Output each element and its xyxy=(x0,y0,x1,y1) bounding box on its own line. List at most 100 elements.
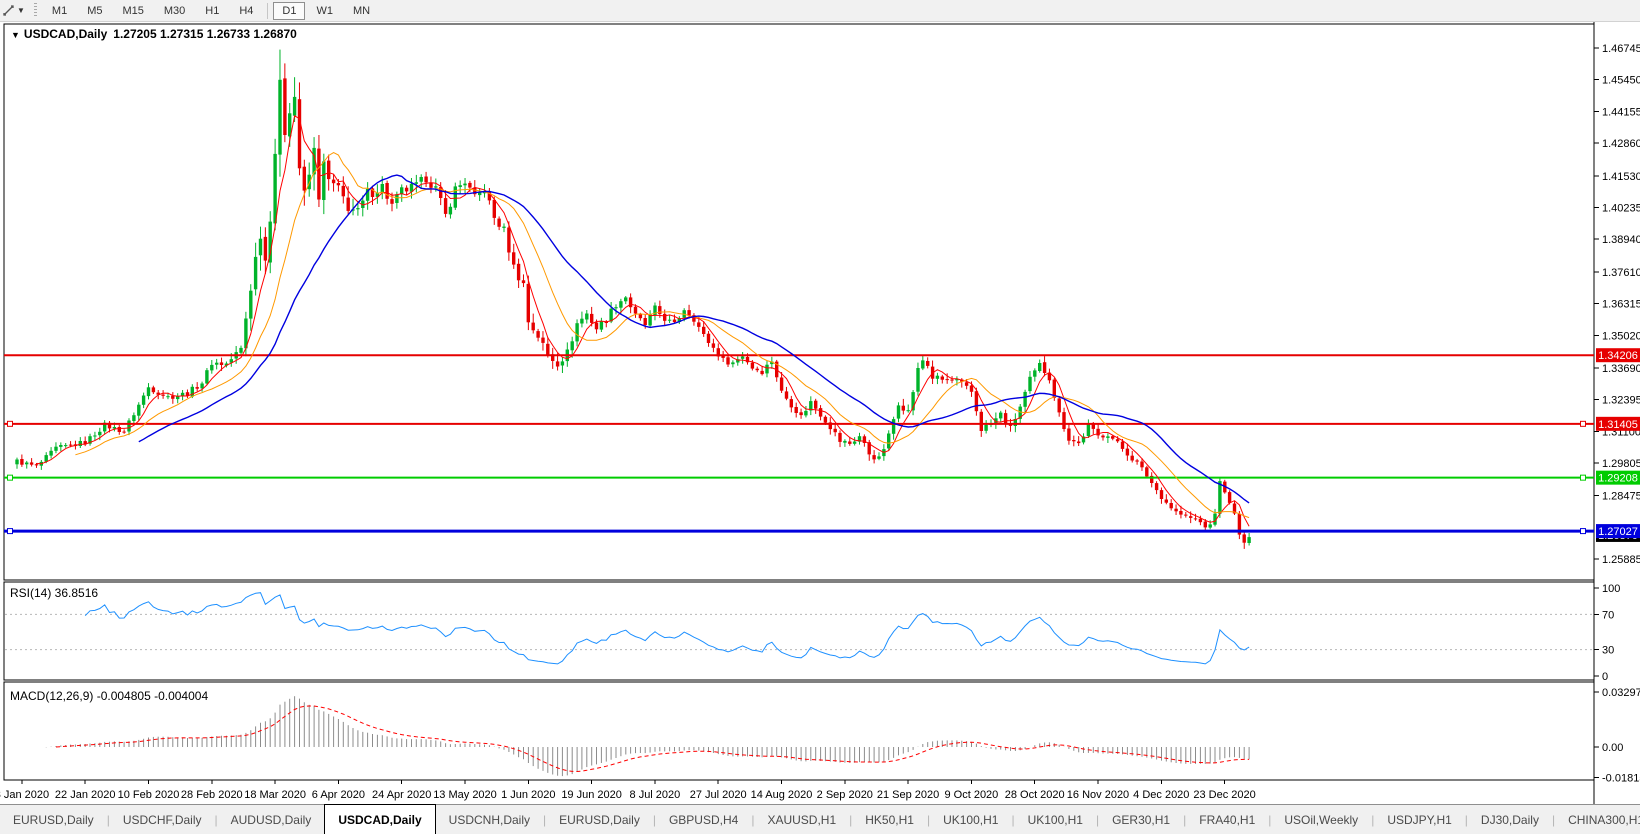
chart-tab-eurusd-daily[interactable]: EURUSD,Daily xyxy=(13,812,94,827)
cursor-tool-icon[interactable] xyxy=(0,3,16,19)
chart-tab-usoil-weekly[interactable]: USOil,Weekly xyxy=(1284,812,1359,827)
candle-body xyxy=(98,431,102,436)
candle-body xyxy=(1184,514,1188,516)
timeframe-button-m15[interactable]: M15 xyxy=(122,4,144,17)
candle-body xyxy=(439,187,443,198)
chart-tab-gbpusd-h4[interactable]: GBPUSD,H4 xyxy=(668,812,739,827)
chart-tab-china300-h1[interactable]: CHINA300,H1 xyxy=(1568,812,1640,827)
timeframe-button-m1[interactable]: M1 xyxy=(51,4,68,17)
line-handle[interactable] xyxy=(1580,528,1586,535)
candle-body xyxy=(434,186,438,188)
candle-body xyxy=(526,283,530,323)
candle-body xyxy=(1003,413,1008,424)
chart-tab-ger30-h1[interactable]: GER30,H1 xyxy=(1112,812,1171,827)
candle-body xyxy=(609,308,613,322)
line-handle[interactable] xyxy=(7,528,13,535)
timeframe-button-h4[interactable]: H4 xyxy=(239,4,254,17)
line-handle[interactable] xyxy=(1580,420,1586,427)
chart-tabs: EURUSD,Daily | USDCHF,Daily | AUDUSD,Daily US… xyxy=(0,804,1640,834)
timeframes-toolbar: ▼ M1 M5 M15 M30 H1 H4 D1 W1 MN xyxy=(0,0,1640,22)
candle-body xyxy=(779,377,784,391)
candle-body xyxy=(1140,461,1144,468)
candle-body xyxy=(507,227,511,253)
timeframe-button-d1[interactable]: D1 xyxy=(273,1,306,20)
candle-body xyxy=(429,182,433,188)
chart-tab-usdcad-daily[interactable]: USDCAD,Daily xyxy=(324,804,436,834)
candle-body xyxy=(560,361,565,366)
line-handle[interactable] xyxy=(7,420,13,427)
candle-body xyxy=(784,391,789,399)
chart-tab-eurusd-daily[interactable]: EURUSD,Daily xyxy=(559,812,640,827)
candle-body xyxy=(1242,534,1246,543)
chart-symbol-label: USDCAD,Daily xyxy=(23,27,108,41)
chart-tab-hk50-h1[interactable]: HK50,H1 xyxy=(865,812,914,827)
candle-body xyxy=(249,290,253,319)
chart-tab-xauusd-h1[interactable]: XAUUSD,H1 xyxy=(767,812,837,827)
timeframe-button-h1[interactable]: H1 xyxy=(205,4,220,17)
candle-body xyxy=(1218,481,1222,514)
price-tick-label: 1.40235 xyxy=(1602,202,1640,214)
line-handle[interactable] xyxy=(1580,474,1586,481)
chart-tab-uk100-h1[interactable]: UK100,H1 xyxy=(1027,812,1083,827)
line-handle[interactable] xyxy=(7,474,13,481)
chart-tab-usdchf-daily[interactable]: USDCHF,Daily xyxy=(122,812,202,827)
rsi-tick-label: 100 xyxy=(1602,583,1620,595)
price-level-badge xyxy=(1596,416,1640,431)
candle-body xyxy=(614,307,618,309)
chart-tab-usdcnh-daily[interactable]: USDCNH,Daily xyxy=(448,812,531,827)
date-label: 8 Jul 2020 xyxy=(630,789,681,801)
candle-body xyxy=(365,188,370,201)
chart-tab-uk100-h1[interactable]: UK100,H1 xyxy=(943,812,999,827)
candle-body xyxy=(166,396,170,398)
candle-body xyxy=(1193,518,1198,520)
candle-body xyxy=(926,361,930,366)
candle-body xyxy=(765,364,769,374)
chart-tab-audusd-daily[interactable]: AUDUSD,Daily xyxy=(230,812,312,827)
candle-body xyxy=(750,362,755,369)
candle-body xyxy=(1154,483,1159,491)
date-label: 1 Jun 2020 xyxy=(501,789,555,801)
rsi-panel xyxy=(3,581,1595,681)
timeframe-button-w1[interactable]: W1 xyxy=(316,4,333,17)
candle-body xyxy=(906,410,910,412)
toolbar-grip[interactable] xyxy=(33,3,37,18)
timeframe-button-m30[interactable]: M30 xyxy=(163,4,186,17)
candle-body xyxy=(789,399,793,408)
candle-body xyxy=(857,436,862,442)
candle-body xyxy=(1067,428,1071,441)
candle-body xyxy=(370,188,375,197)
candle-body xyxy=(263,236,268,261)
timeframe-button-m5[interactable]: M5 xyxy=(87,4,103,17)
tab-separator: | xyxy=(1268,812,1272,827)
candle-body xyxy=(546,343,550,355)
candle-body xyxy=(195,387,199,389)
candle-body xyxy=(502,226,506,228)
candle-body xyxy=(692,315,696,322)
rsi-tick-label: 70 xyxy=(1602,609,1614,621)
candle-body xyxy=(541,337,545,343)
toolbar-dropdown-caret[interactable]: ▼ xyxy=(17,6,25,15)
date-label: 9 Oct 2020 xyxy=(944,789,998,801)
candle-body xyxy=(794,407,798,413)
chart-tab-usdjpy-h1[interactable]: USDJPY,H1 xyxy=(1387,812,1452,827)
date-label: 24 Apr 2020 xyxy=(372,789,431,801)
price-tick-label: 1.38940 xyxy=(1602,234,1640,246)
timeframe-button-mn[interactable]: MN xyxy=(352,4,371,17)
candle-body xyxy=(1101,435,1105,438)
candle-body xyxy=(969,385,974,392)
candle-body xyxy=(770,361,774,365)
date-label: 13 May 2020 xyxy=(433,789,497,801)
chart-tab-dj30-daily[interactable]: DJ30,Daily xyxy=(1480,812,1539,827)
chart-tab-fra40-h1[interactable]: FRA40,H1 xyxy=(1199,812,1256,827)
candle-body xyxy=(1159,490,1164,499)
candle-body xyxy=(361,200,365,208)
tab-separator: | xyxy=(106,812,110,827)
candle-body xyxy=(955,379,959,381)
candle-body xyxy=(848,441,852,444)
symbol-dropdown-caret[interactable]: ▼ xyxy=(11,30,20,40)
moving-average-26 xyxy=(138,174,1250,504)
candle-body xyxy=(706,333,711,343)
candle-body xyxy=(901,405,905,411)
candle-body xyxy=(1072,440,1076,442)
